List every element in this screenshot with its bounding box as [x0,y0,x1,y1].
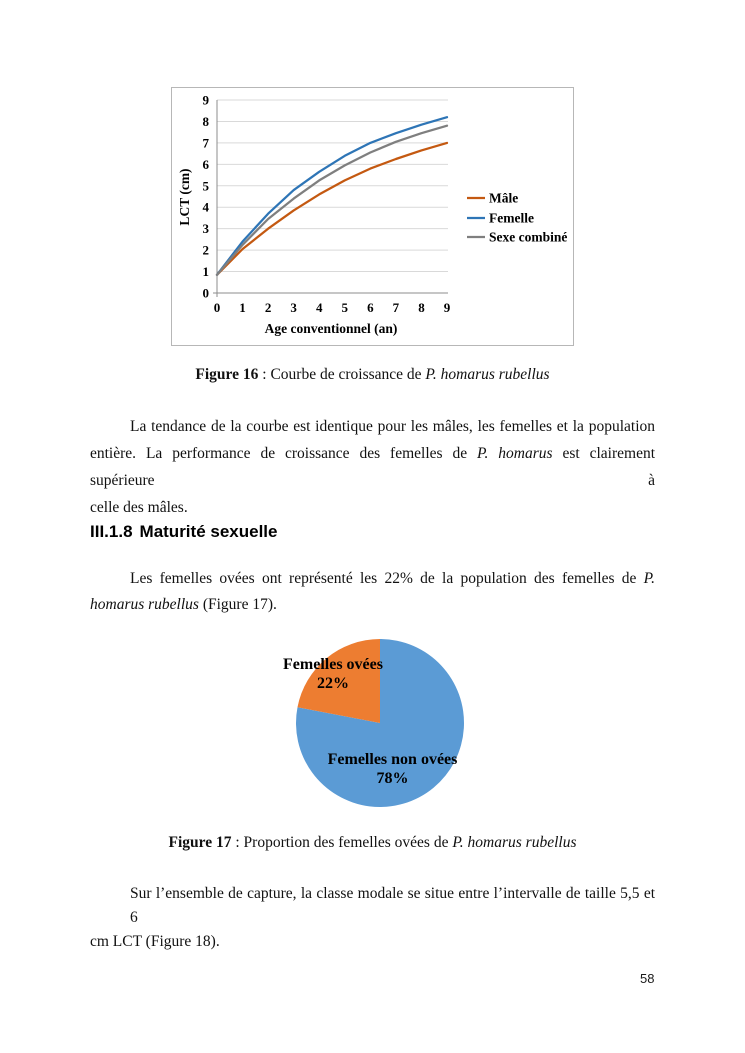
section-heading-maturite-sexuelle: III.1.8 Maturité sexuelle [90,522,277,542]
svg-text:7: 7 [393,300,400,315]
svg-text:0: 0 [214,300,221,315]
svg-text:8: 8 [203,114,210,129]
legend-label: Mâle [489,191,518,206]
text-run: La tendance de la courbe est identique p… [130,418,655,435]
growth-line-chart: 0 1 2 3 4 5 6 7 8 9 0 1 2 3 4 5 6 7 8 9 Age conventionnel (a… [177,93,567,336]
ovigerous-females-pie-chart [296,639,465,807]
text-run: P. homarus rubellus [425,366,550,383]
svg-text:3: 3 [290,300,297,315]
svg-text:2: 2 [265,300,272,315]
paragraph-line: Les femelles ovées ont représenté les 22… [90,566,655,592]
legend: Mâle Femelle Sexe combiné [467,191,567,245]
svg-text:1: 1 [203,264,210,279]
series-line-femelle [215,116,449,276]
text-run: P. [643,570,655,587]
y-axis-tick-labels: 0 1 2 3 4 5 6 7 8 9 [203,93,210,301]
legend-label: Femelle [489,211,534,226]
axes [213,100,448,297]
paragraph-line: cm LCT (Figure 18). [90,930,655,954]
svg-text:7: 7 [203,135,210,150]
paragraph-line: Sur l’ensemble de capture, la classe mod… [90,882,655,930]
text-run: P. homarus rubellus [452,834,577,851]
text-run: Les femelles ovées ont représenté les 22… [130,570,644,587]
pie-label-femelles-ovees: Femelles ovées 22% [258,655,408,693]
figure16-growth-chart-frame: 0 1 2 3 4 5 6 7 8 9 0 1 2 3 4 5 6 7 8 9 Age conventionnel (a… [171,87,574,346]
svg-text:1: 1 [239,300,246,315]
legend-label: Sexe combiné [489,230,567,245]
pie-slice-name: Femelles ovées [283,656,383,673]
figure16-caption: Figure 16 : Courbe de croissance de P. h… [0,365,745,385]
paragraph-line: entière. La performance de croissance de… [90,440,655,494]
text-run: : Courbe de croissance de [258,366,426,383]
text-run: Figure 17 [168,834,232,851]
pie-slice-femelles-ovées [297,639,380,723]
x-axis-tick-labels: 0 1 2 3 4 5 6 7 8 9 [214,300,451,315]
x-axis-title: Age conventionnel (an) [265,321,398,336]
svg-text:6: 6 [203,157,210,172]
paragraph-femelles-ovees: Les femelles ovées ont représenté les 22… [90,566,655,618]
svg-text:6: 6 [367,300,374,315]
figure17-caption: Figure 17 : Proportion des femelles ovée… [0,833,745,853]
svg-text:9: 9 [444,300,451,315]
paragraph-line: La tendance de la courbe est identique p… [90,413,655,440]
text-run: est clairement supérieure à [90,445,656,489]
text-run: entière. La performance de croissance de… [90,445,478,462]
svg-text:5: 5 [342,300,349,315]
section-title: Maturité sexuelle [139,522,278,541]
text-run: P. homarus [477,445,553,462]
paragraph-classe-modale: Sur l’ensemble de capture, la classe mod… [90,882,655,954]
svg-text:5: 5 [203,178,210,193]
text-run: cm LCT (Figure 18). [90,933,220,950]
series-line-sexe-combiné [215,124,449,276]
section-number: III.1.8 [90,522,133,541]
paragraph-line: homarus rubellus (Figure 17). [90,592,655,618]
paragraph-line: celle des mâles. [90,494,655,521]
svg-text:4: 4 [203,200,210,215]
paragraph-growth-trend: La tendance de la courbe est identique p… [90,413,655,521]
svg-text:8: 8 [418,300,425,315]
page-number: 58 [640,971,655,986]
pie-label-femelles-non-ovees: Femelles non ovées 78% [305,750,480,788]
text-run: Figure 16 [195,366,259,383]
y-axis-title: LCT (cm) [177,168,192,225]
svg-text:9: 9 [203,93,210,108]
svg-text:3: 3 [203,221,210,236]
pie-slice-percent: 78% [376,770,409,787]
text-run: homarus rubellus [90,596,199,613]
gridlines [217,99,448,273]
text-run: (Figure 17). [198,596,277,613]
text-run: celle des mâles. [90,499,188,516]
figure17-pie-chart-frame: Femelles ovées 22% Femelles non ovées 78… [260,628,500,828]
svg-text:2: 2 [203,243,210,258]
text-run: Sur l’ensemble de capture, la classe mod… [130,885,655,926]
pie-slice-femelles-non-ovées [296,639,465,807]
series-line-mâle [215,141,449,276]
pie-slice-percent: 22% [317,675,349,692]
pie-slice-name: Femelles non ovées [327,751,458,768]
text-run: : Proportion des femelles ovées de [231,834,453,851]
svg-text:4: 4 [316,300,323,315]
svg-text:0: 0 [203,286,210,301]
